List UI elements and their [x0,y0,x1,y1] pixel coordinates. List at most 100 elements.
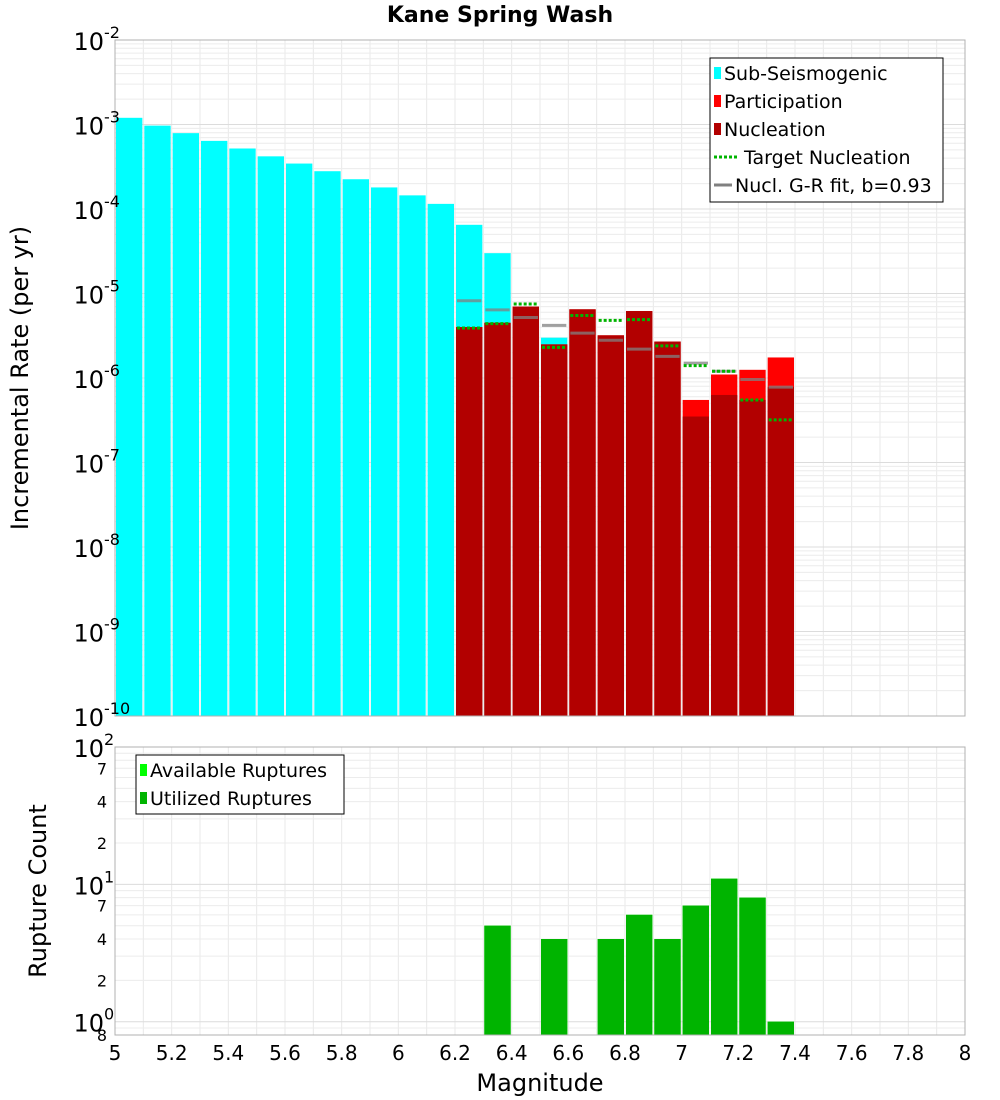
utilized-ruptures-bar [597,939,624,1035]
x-tick-label: 5 [109,1041,122,1065]
y-minor-tick-label: 2 [97,834,107,853]
x-tick-label: 6.2 [439,1041,471,1065]
y-tick-exponent: -3 [104,108,120,127]
y-tick-base: 10 [73,620,104,648]
y-tick-exponent: -2 [104,23,120,42]
legend-label: Nucl. G-R fit, b=0.93 [735,175,932,197]
x-tick-label: 7.8 [892,1041,924,1065]
nucleation-bar [484,322,511,716]
y-minor-tick-label: 8 [97,1026,107,1045]
utilized-ruptures-bar [626,914,653,1035]
nucleation-bar [711,394,738,716]
sub-seismogenic-bar [144,125,171,716]
y-tick-exponent: -7 [104,446,120,465]
x-tick-label: 5.2 [156,1041,188,1065]
chart-title: Kane Spring Wash [387,3,613,28]
rate-markers [457,299,793,422]
legend-label: Sub-Seismogenic [724,63,888,85]
x-tick-label: 5.4 [212,1041,244,1065]
y-tick-base: 10 [73,735,104,763]
rate-legend: Sub-Seismogenic Participation Nucleation Ta… [709,57,944,203]
available-ruptures-swatch [140,764,147,776]
x-tick-label: 6.4 [496,1041,528,1065]
count-legend: Available Ruptures Utilized Ruptures [135,754,345,815]
count-bars [484,878,794,1035]
y-tick-base: 10 [73,535,104,563]
y-tick-base: 10 [73,872,104,900]
x-tick-label: 8 [959,1041,972,1065]
y-minor-tick-label: 4 [97,793,107,812]
nucleation-bar [597,335,624,716]
x-tick-label: 5.8 [326,1041,358,1065]
y-minor-tick-label: 4 [97,930,107,949]
sub-seismogenic-bar [116,117,143,716]
utilized-ruptures-swatch [140,792,147,804]
nucleation-bar [512,306,539,716]
y-tick-exponent: -8 [104,530,120,549]
sub-seismogenic-bar [257,156,284,716]
legend-label: Target Nucleation [743,147,911,169]
magnitude-x-tick-labels: 5 5.2 5.4 5.6 5.8 6 6.2 6.4 6.6 6.8 7 7.2 7.4 7.6 7.8 8 [109,1041,972,1065]
rate-bars [116,117,794,717]
rate-y-axis-label: Incremental Rate (per yr) [6,226,34,530]
x-tick-label: 7.6 [836,1041,868,1065]
nucleation-bar [569,309,596,716]
y-tick-exponent: 2 [104,730,114,749]
utilized-ruptures-bar [767,1021,794,1035]
rate-plot-frame [114,39,966,717]
y-minor-tick-label: 7 [97,759,107,778]
legend-box [709,57,944,203]
y-tick-base: 10 [73,113,104,141]
y-tick-label: 10 -8 [73,530,120,563]
y-minor-tick-label: 2 [97,971,107,990]
utilized-ruptures-bar [654,939,681,1035]
utilized-ruptures-bar [739,897,766,1035]
nucleation-bar [456,327,483,716]
y-tick-exponent: -9 [104,615,120,634]
sub-seismogenic-swatch [714,67,721,79]
sub-seismogenic-bar [399,195,426,717]
y-tick-exponent: -6 [104,361,120,380]
participation-swatch [714,95,721,107]
y-tick-base: 10 [73,1010,104,1038]
y-tick-label: 10 -4 [73,192,120,225]
x-tick-label: 7.2 [722,1041,754,1065]
y-tick-exponent: 0 [104,1005,114,1024]
x-tick-label: 6 [392,1041,405,1065]
y-tick-base: 10 [73,197,104,225]
x-tick-label: 5.6 [269,1041,301,1065]
nucleation-bar [767,387,794,716]
sub-seismogenic-bar [172,133,199,716]
y-tick-label: 10 -9 [73,615,120,648]
y-tick-base: 10 [73,704,104,732]
x-tick-label: 6.8 [609,1041,641,1065]
nucleation-bar [739,399,766,716]
y-tick-base: 10 [73,282,104,310]
y-tick-exponent: -5 [104,277,120,296]
nucleation-swatch [714,123,721,135]
y-tick-base: 10 [73,451,104,479]
legend-label: Available Ruptures [150,760,327,782]
y-tick-label: 10 1 [73,867,114,900]
utilized-ruptures-bar [682,905,709,1035]
y-tick-label: 10 -6 [73,361,120,394]
sub-seismogenic-bar [201,140,228,716]
count-y-axis-label: Rupture Count [24,804,52,978]
sub-seismogenic-bar [371,187,398,717]
y-tick-label: 10 2 [73,730,114,763]
y-tick-base: 10 [73,366,104,394]
sub-seismogenic-bar [229,148,256,717]
nucleation-bar [682,416,709,716]
y-tick-label: 10 -3 [73,108,120,141]
legend-label: Participation [724,91,843,113]
y-tick-exponent: -4 [104,192,120,211]
sub-seismogenic-bar [286,163,313,716]
y-tick-base: 10 [73,28,104,56]
y-minor-tick-label: 7 [97,897,107,916]
utilized-ruptures-bar [711,878,738,1035]
y-tick-label: 10 -2 [73,23,120,56]
